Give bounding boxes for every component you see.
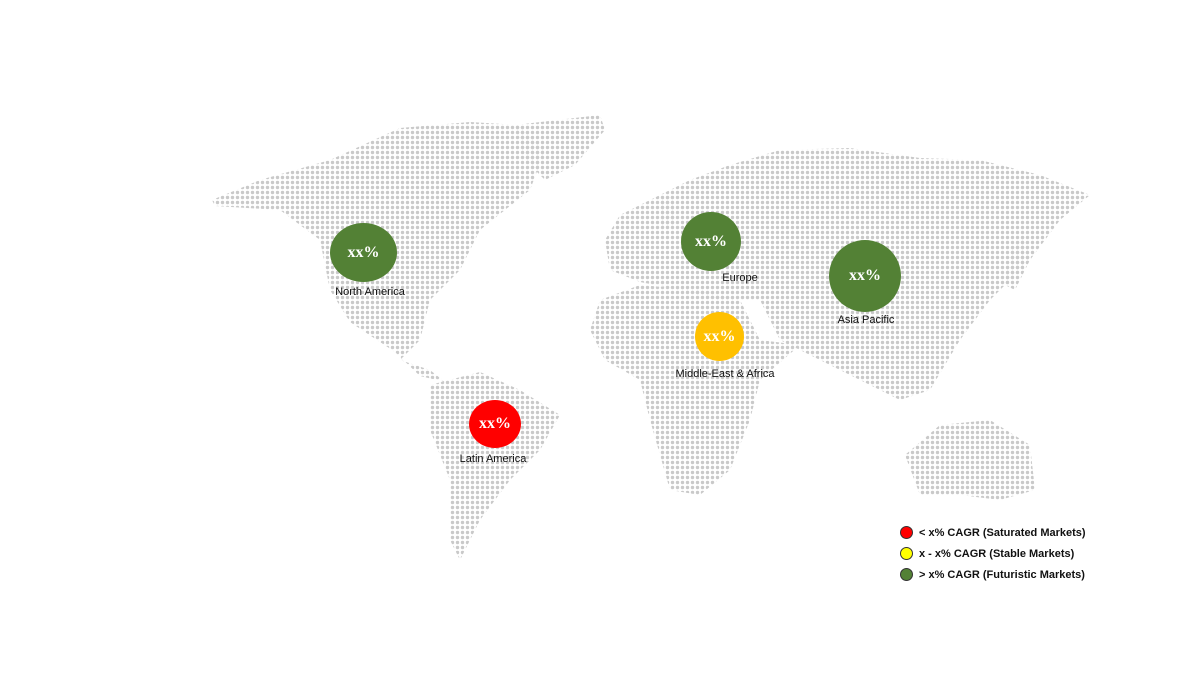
australia-landmass [905,420,1035,500]
region-bubble-north-america[interactable]: xx% [330,223,397,282]
legend-item-futuristic: > x% CAGR (Futuristic Markets) [900,564,1086,585]
region-bubble-asia-pacific[interactable]: xx% [829,240,901,312]
region-bubble-latin-america[interactable]: xx% [469,400,521,448]
japan-landmass [1005,235,1030,290]
green-dot-icon [900,568,913,581]
region-label-middle-east-africa: Middle-East & Africa [675,368,775,380]
legend-item-saturated: < x% CAGR (Saturated Markets) [900,522,1086,543]
legend-label: x - x% CAGR (Stable Markets) [919,547,1075,560]
africa-landmass [590,285,800,495]
legend: < x% CAGR (Saturated Markets) x - x% CAG… [900,522,1086,585]
yellow-dot-icon [900,547,913,560]
region-label-asia-pacific: Asia Pacific [837,314,895,326]
region-label-latin-america: Latin America [459,453,527,465]
south-america-landmass [430,372,560,560]
region-label-europe: Europe [722,272,758,284]
greenland-landmass [515,115,605,180]
red-dot-icon [900,526,913,539]
region-bubble-europe[interactable]: xx% [681,212,741,271]
region-bubble-middle-east-africa[interactable]: xx% [695,312,744,361]
legend-label: < x% CAGR (Saturated Markets) [919,526,1086,539]
uk-landmass [660,195,676,228]
region-label-north-america: North America [335,286,405,298]
legend-item-stable: x - x% CAGR (Stable Markets) [900,543,1086,564]
legend-label: > x% CAGR (Futuristic Markets) [919,568,1085,581]
